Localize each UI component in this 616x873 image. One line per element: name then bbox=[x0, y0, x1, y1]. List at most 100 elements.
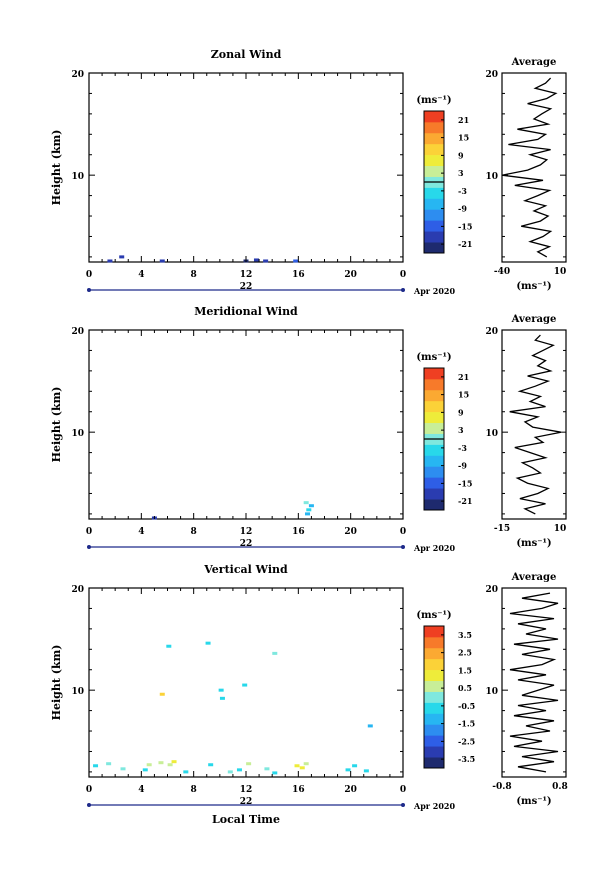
colorbar-tick-label: -9 bbox=[458, 461, 467, 471]
colorbar-unit: (ms⁻¹) bbox=[416, 610, 451, 621]
data-cell bbox=[205, 641, 211, 645]
panel-title: Meridional Wind bbox=[194, 305, 298, 318]
x-tick-label: 0 bbox=[86, 270, 92, 280]
colorbar-segment bbox=[424, 220, 444, 232]
data-cell bbox=[272, 771, 278, 775]
data-cell bbox=[167, 763, 173, 767]
x-tick-label: 0 bbox=[400, 785, 406, 795]
day-label: 22 bbox=[240, 282, 253, 292]
date-label: Apr 2020 bbox=[413, 286, 456, 296]
profile-x-tick-label: -40 bbox=[494, 267, 510, 277]
colorbar-tick-label: 1.5 bbox=[458, 665, 472, 675]
y-tick-label: 20 bbox=[71, 70, 84, 80]
y-axis-label: Height (km) bbox=[50, 130, 63, 206]
data-cell bbox=[107, 259, 113, 263]
data-cell bbox=[306, 508, 312, 512]
date-bar-marker bbox=[401, 545, 405, 549]
colorbar-segment bbox=[424, 389, 444, 402]
data-cell bbox=[93, 764, 99, 768]
data-cell bbox=[218, 688, 224, 692]
data-cell bbox=[159, 692, 165, 696]
colorbar-segment bbox=[424, 231, 444, 243]
colorbar-tick-label: -1.5 bbox=[458, 719, 475, 729]
colorbar-segment bbox=[424, 132, 444, 145]
x-tick-label: 0 bbox=[86, 527, 92, 537]
profile-x-label: (ms⁻¹) bbox=[516, 796, 551, 807]
data-cell bbox=[304, 512, 310, 516]
profile-line bbox=[509, 592, 559, 773]
colorbar-segment bbox=[424, 165, 444, 177]
plot-frame bbox=[88, 587, 404, 778]
data-cell bbox=[246, 762, 252, 766]
colorbar-segment bbox=[424, 466, 444, 478]
day-label: 22 bbox=[240, 797, 253, 807]
data-cell bbox=[227, 770, 233, 774]
colorbar-segment bbox=[424, 757, 444, 769]
colorbar-tick-label: 15 bbox=[458, 133, 469, 143]
panel-title: Zonal Wind bbox=[211, 48, 282, 61]
colorbar-segment bbox=[424, 422, 444, 434]
data-cell bbox=[219, 696, 225, 700]
y-axis-label: Height (km) bbox=[50, 645, 63, 721]
x-tick-label: 0 bbox=[86, 785, 92, 795]
colorbar-tick-label: -3 bbox=[458, 443, 467, 453]
colorbar-segment bbox=[424, 691, 444, 703]
colorbar-segment bbox=[424, 702, 444, 714]
colorbar-segment bbox=[424, 143, 444, 156]
x-tick-label: 20 bbox=[344, 785, 357, 795]
colorbar-tick-label: 0.5 bbox=[458, 683, 472, 693]
profile-x-tick-label: -15 bbox=[494, 524, 510, 534]
colorbar-tick-label: -21 bbox=[458, 496, 472, 506]
data-cell bbox=[146, 763, 152, 767]
colorbar-segment bbox=[424, 455, 444, 467]
profile-line bbox=[501, 77, 558, 258]
colorbar-segment bbox=[424, 411, 444, 424]
y-tick-label: 10 bbox=[71, 172, 84, 182]
data-cell bbox=[363, 769, 369, 773]
data-cell bbox=[352, 764, 358, 768]
x-tick-label: 12 bbox=[240, 270, 253, 280]
colorbar-frame bbox=[423, 625, 445, 769]
data-cell bbox=[142, 768, 148, 772]
y-axis-label: Height (km) bbox=[50, 387, 63, 463]
x-tick-label: 20 bbox=[344, 527, 357, 537]
data-cell bbox=[120, 767, 126, 771]
x-tick-label: 4 bbox=[138, 270, 144, 280]
panel-title: Vertical Wind bbox=[203, 563, 288, 576]
colorbar-segment bbox=[424, 713, 444, 725]
colorbar-segment bbox=[424, 735, 444, 747]
data-cell bbox=[158, 761, 164, 765]
colorbar-segment bbox=[424, 444, 444, 456]
x-tick-label: 12 bbox=[240, 785, 253, 795]
date-label: Apr 2020 bbox=[413, 801, 456, 811]
colorbar-segment bbox=[424, 121, 444, 134]
colorbar-segment bbox=[424, 499, 444, 511]
data-cell bbox=[293, 259, 299, 263]
colorbar-tick-label: -9 bbox=[458, 204, 467, 214]
x-tick-label: 20 bbox=[344, 270, 357, 280]
data-cell bbox=[236, 768, 242, 772]
profile-y-tick-label: 10 bbox=[485, 172, 498, 182]
colorbar-unit: (ms⁻¹) bbox=[416, 95, 451, 106]
colorbar-segment bbox=[424, 187, 444, 199]
x-tick-label: 16 bbox=[292, 270, 305, 280]
y-tick-label: 20 bbox=[71, 585, 84, 595]
colorbar-tick-label: -15 bbox=[458, 221, 472, 231]
x-tick-label: 8 bbox=[191, 785, 197, 795]
date-bar-marker bbox=[401, 288, 405, 292]
data-cell bbox=[303, 762, 309, 766]
date-bar-marker bbox=[401, 803, 405, 807]
profile-x-tick-label: 10 bbox=[554, 524, 567, 534]
colorbar-segment bbox=[424, 647, 444, 660]
plot-frame bbox=[88, 329, 404, 520]
colorbar-tick-label: 9 bbox=[458, 407, 464, 417]
data-cell bbox=[264, 767, 270, 771]
profile-frame bbox=[501, 329, 567, 520]
colorbar-segment bbox=[424, 400, 444, 413]
colorbar-segment bbox=[424, 658, 444, 671]
colorbar-tick-label: 21 bbox=[458, 372, 469, 382]
x-tick-label: 16 bbox=[292, 527, 305, 537]
data-cell bbox=[208, 763, 214, 767]
data-cell bbox=[242, 683, 248, 687]
colorbar-tick-label: -3 bbox=[458, 186, 467, 196]
